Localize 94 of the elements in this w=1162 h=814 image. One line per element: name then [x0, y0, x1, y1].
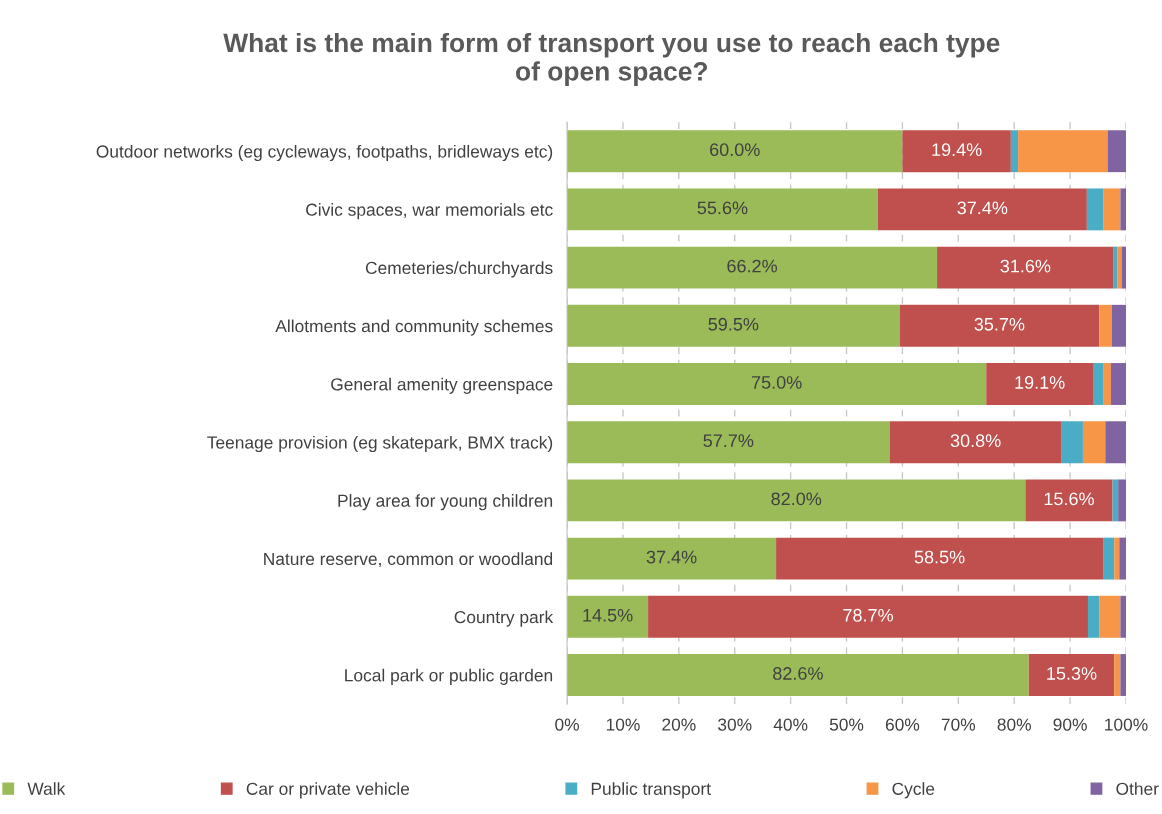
data-label: 14.5%	[583, 608, 633, 622]
bar	[1028, 654, 1115, 696]
bar	[567, 130, 903, 173]
data-label: 58.5%	[914, 550, 965, 564]
bar	[1110, 363, 1126, 405]
bar	[567, 304, 900, 347]
bar	[1120, 654, 1126, 696]
data-label: 35.7%	[974, 317, 1025, 331]
bar	[1118, 479, 1126, 522]
bar	[567, 188, 878, 231]
bar	[567, 537, 777, 580]
bar	[1119, 537, 1126, 580]
data-label: 19.1%	[1015, 376, 1065, 389]
x-tick-label: 40%	[773, 718, 808, 731]
data-label: 19.4%	[932, 143, 982, 157]
bar	[567, 595, 649, 638]
y-tick-label: General amenity greenspace	[331, 377, 553, 394]
bar	[1093, 363, 1104, 405]
x-tick-label: 70%	[941, 718, 976, 731]
bar	[1105, 421, 1126, 464]
bar	[1103, 363, 1111, 405]
bar	[1120, 188, 1126, 231]
bar	[1113, 246, 1118, 289]
bar	[899, 304, 1100, 347]
y-tick-label: Cemeteries/churchyards	[365, 261, 553, 278]
chart-title: What is the main form of transport you use to reach each type of open space?	[223, 32, 1000, 86]
data-label: 31.6%	[1000, 259, 1051, 273]
data-label: 60.0%	[710, 143, 760, 157]
bar	[1121, 246, 1126, 289]
y-tick-label: Country park	[454, 610, 554, 627]
bar	[986, 363, 1093, 405]
bar	[567, 363, 987, 405]
bar	[567, 654, 1029, 696]
data-label: 57.7%	[703, 434, 754, 448]
bar	[1114, 654, 1121, 696]
legend-label: Car or private vehicle	[246, 782, 410, 799]
data-label: 82.6%	[773, 667, 823, 680]
y-tick-label: Local park or public garden	[345, 668, 553, 685]
bar	[567, 479, 1026, 522]
data-label: 37.4%	[957, 201, 1008, 215]
x-tick-label: 90%	[1053, 718, 1087, 731]
y-tick-label: Nature reserve, common or woodland	[264, 552, 553, 568]
data-label: 66.2%	[727, 259, 778, 273]
data-label: 55.6%	[697, 201, 748, 215]
legend-label: Other	[1116, 782, 1159, 795]
bar	[776, 537, 1104, 580]
x-tick-label: 50%	[829, 718, 864, 731]
legend-label: Public transport	[591, 782, 711, 799]
data-label: 78.7%	[843, 608, 893, 622]
bar	[567, 421, 890, 464]
bar	[1117, 246, 1122, 289]
bar	[937, 246, 1114, 289]
bar	[1025, 479, 1113, 522]
bar	[1103, 537, 1115, 580]
bar	[1018, 130, 1108, 173]
y-tick-label: Civic spaces, war memorials etc	[306, 203, 553, 220]
bar	[1107, 130, 1126, 173]
bar	[1086, 188, 1104, 231]
data-label: 59.5%	[708, 317, 759, 331]
y-tick-label: Outdoor networks (eg cycleways, footpaths, bridleways etc)	[96, 144, 553, 162]
bar	[1112, 304, 1126, 347]
data-label: 15.6%	[1044, 492, 1094, 506]
bar	[1061, 421, 1083, 464]
y-tick-label: Play area for young children	[338, 494, 553, 511]
y-tick-label: Teenage provision (eg skatepark, BMX track)	[207, 435, 553, 453]
bar	[902, 130, 1011, 173]
bar	[1120, 595, 1126, 638]
data-label: 82.0%	[771, 492, 822, 506]
bar	[648, 595, 1088, 638]
bar	[1114, 537, 1120, 580]
bar	[877, 188, 1087, 231]
y-tick-label: Allotments and community schemes	[275, 319, 553, 336]
bar	[1103, 188, 1121, 231]
x-tick-label: 100%	[1105, 718, 1148, 731]
data-label: 75.0%	[751, 376, 802, 389]
bar	[1099, 595, 1121, 638]
data-label: 37.4%	[646, 550, 697, 564]
data-label: 15.3%	[1047, 667, 1097, 680]
bar	[889, 421, 1062, 464]
x-tick-label: 30%	[718, 718, 752, 731]
legend-label: Cycle	[892, 782, 935, 799]
bar	[1082, 421, 1106, 464]
bar	[567, 246, 938, 289]
data-label: 30.8%	[950, 434, 1001, 448]
bar	[1112, 479, 1119, 522]
x-tick-label: 0%	[555, 718, 579, 731]
bar	[1010, 130, 1019, 173]
x-tick-label: 80%	[997, 718, 1031, 731]
bar	[1087, 595, 1100, 638]
x-tick-label: 60%	[885, 718, 920, 731]
bar	[1099, 304, 1112, 347]
legend-label: Walk	[27, 782, 66, 795]
x-tick-label: 10%	[606, 718, 640, 731]
x-tick-label: 20%	[662, 718, 696, 731]
